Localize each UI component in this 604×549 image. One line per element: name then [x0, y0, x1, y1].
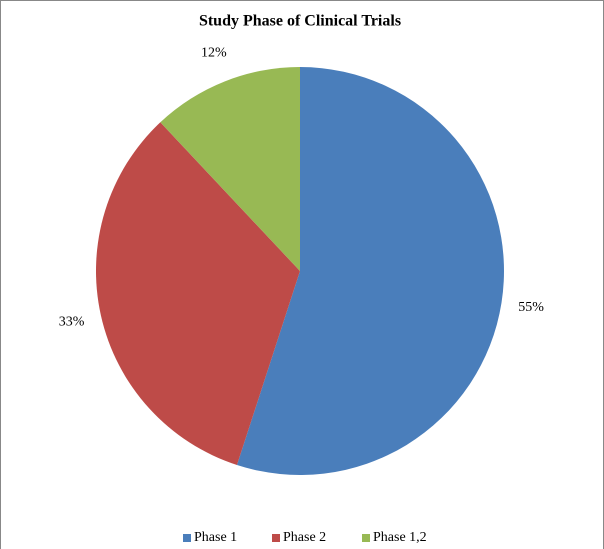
legend-label: Phase 1	[194, 530, 237, 545]
legend-swatch	[183, 534, 191, 542]
legend-swatch	[272, 534, 280, 542]
legend-swatch	[362, 534, 370, 542]
data-label: 33%	[59, 314, 85, 329]
chart-title: Study Phase of Clinical Trials	[199, 13, 401, 30]
pie-slice	[160, 67, 300, 271]
data-label: 12%	[201, 46, 227, 61]
data-label: 55%	[518, 300, 544, 315]
pie-slice	[236, 67, 504, 475]
pie-slice	[95, 122, 300, 466]
legend-label: Phase 1,2	[373, 530, 427, 545]
legend-label: Phase 2	[283, 530, 326, 545]
